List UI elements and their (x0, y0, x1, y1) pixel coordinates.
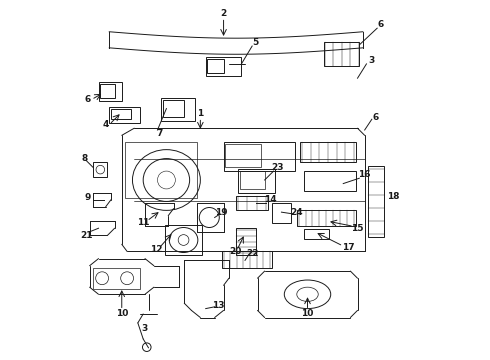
Text: 11: 11 (137, 219, 149, 228)
Bar (240, 171, 265, 189)
Bar (304, 171, 356, 191)
Text: 10: 10 (301, 310, 314, 319)
Text: 4: 4 (102, 120, 109, 129)
Bar (238, 169, 275, 193)
Text: 8: 8 (81, 154, 87, 163)
Text: 2: 2 (220, 9, 227, 18)
Bar (222, 251, 272, 267)
Text: 3: 3 (368, 56, 375, 65)
Bar (125, 143, 197, 198)
Bar (98, 82, 122, 102)
Bar (206, 57, 242, 76)
Text: 18: 18 (387, 192, 399, 201)
Text: 21: 21 (80, 231, 92, 240)
Text: 16: 16 (358, 170, 371, 179)
Text: 17: 17 (343, 243, 355, 252)
Bar (207, 59, 223, 73)
Bar (111, 109, 131, 119)
Bar (236, 228, 256, 255)
Bar (236, 196, 268, 210)
Bar (304, 229, 329, 239)
Text: 1: 1 (197, 109, 203, 118)
Bar (93, 162, 107, 177)
Text: 15: 15 (351, 224, 364, 233)
Bar (100, 84, 115, 98)
Text: 13: 13 (212, 301, 224, 310)
Text: 24: 24 (291, 208, 303, 217)
Bar (93, 267, 140, 289)
Bar (109, 107, 140, 123)
Text: 5: 5 (252, 38, 259, 47)
Bar (300, 143, 356, 162)
Bar (323, 42, 359, 66)
Text: 3: 3 (142, 324, 148, 333)
Text: 9: 9 (85, 193, 91, 202)
Bar (165, 225, 202, 255)
Bar (368, 166, 384, 237)
Bar (223, 143, 295, 171)
Text: 19: 19 (216, 208, 228, 217)
Bar (163, 100, 184, 117)
Text: 6: 6 (372, 113, 378, 122)
Text: 22: 22 (246, 249, 258, 258)
Text: 7: 7 (156, 129, 163, 138)
Bar (161, 98, 195, 121)
Text: 14: 14 (264, 195, 276, 204)
Bar (272, 203, 292, 223)
Text: 23: 23 (271, 163, 283, 172)
Bar (225, 144, 261, 167)
Text: 10: 10 (116, 310, 128, 319)
Bar (297, 210, 356, 226)
Text: 12: 12 (150, 245, 163, 254)
Text: 6: 6 (85, 95, 91, 104)
Text: 20: 20 (229, 247, 241, 256)
Text: 6: 6 (378, 20, 384, 29)
